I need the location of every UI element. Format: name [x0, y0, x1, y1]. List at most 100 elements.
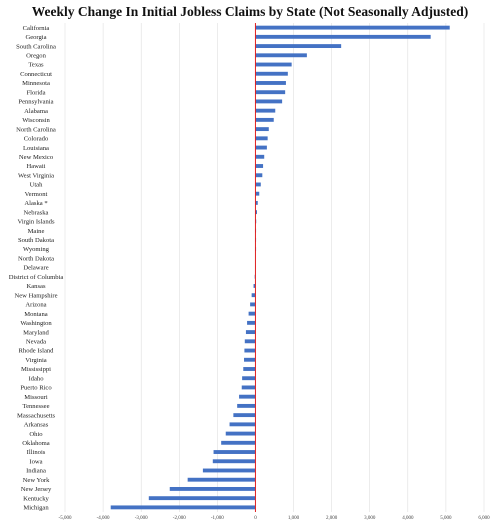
category-label: Massachusetts: [17, 412, 56, 419]
bar: [255, 145, 267, 150]
x-tick-label: -2,000: [173, 516, 186, 521]
bar: [242, 376, 256, 381]
x-tick-label: 5,000: [440, 516, 452, 521]
category-label: North Carolina: [16, 126, 56, 133]
category-labels: California Georgia South Carolina Oregon Tex…: [9, 25, 64, 512]
category-label: Hawaii: [26, 163, 45, 170]
category-label: Wisconsin: [22, 117, 50, 124]
bar: [255, 81, 286, 85]
bar: [244, 348, 256, 353]
bar: [255, 108, 276, 113]
category-label: Oklahoma: [22, 440, 50, 447]
bar: [255, 53, 307, 58]
category-label: District of Columbia: [9, 274, 64, 281]
category-label: Missouri: [24, 394, 48, 401]
bar: [213, 450, 256, 454]
bar: [237, 403, 256, 408]
category-label: Virgin Islands: [17, 219, 54, 226]
category-label: Tennessee: [23, 403, 50, 410]
category-label: Louisiana: [23, 145, 49, 152]
bar: [255, 99, 283, 104]
category-label: Arizona: [25, 302, 46, 309]
bar: [255, 136, 268, 141]
category-label: Connecticut: [20, 71, 52, 78]
grid: [64, 23, 485, 512]
bar: [255, 71, 288, 76]
bar: [169, 486, 256, 491]
category-label: New Jersey: [21, 486, 52, 493]
bar: [255, 173, 263, 178]
bar: [187, 477, 256, 482]
category-label: Alabama: [24, 108, 48, 115]
category-label: Delaware: [23, 265, 48, 272]
bar: [255, 191, 260, 196]
category-label: Alaska *: [24, 200, 47, 207]
category-label: North Dakota: [18, 255, 54, 262]
category-label: Colorado: [24, 136, 49, 143]
category-label: Montana: [24, 311, 48, 318]
category-label: Nevada: [26, 339, 46, 346]
bar: [255, 164, 264, 168]
bar: [243, 367, 256, 371]
category-label: Mississippi: [21, 366, 51, 373]
bar: [221, 440, 256, 445]
category-label: Georgia: [25, 34, 46, 41]
category-label: Minnesota: [22, 80, 50, 87]
bar: [255, 117, 274, 122]
category-label: Oregon: [26, 52, 46, 59]
bar: [247, 320, 256, 325]
category-label: Ohio: [29, 431, 43, 438]
x-tick-label: 6,000: [478, 516, 490, 521]
category-label: Idaho: [28, 375, 44, 382]
category-label: Nebraska: [24, 209, 49, 216]
category-label: South Carolina: [16, 43, 56, 50]
category-label: Iowa: [29, 458, 42, 465]
chart-title: Weekly Change In Initial Jobless Claims …: [32, 4, 469, 19]
bar: [255, 127, 269, 132]
bar: [148, 496, 256, 501]
bars: [110, 25, 450, 510]
x-tick-label: 4,000: [402, 516, 414, 521]
category-label: Vermont: [25, 191, 48, 198]
category-label: Virginia: [25, 357, 47, 364]
x-tick-label: -1,000: [211, 516, 224, 521]
category-label: Florida: [26, 89, 45, 96]
bar: [255, 62, 292, 67]
x-tick-label: 3,000: [364, 516, 376, 521]
bar: [255, 200, 258, 205]
category-label: Indiana: [26, 468, 46, 475]
bar: [255, 90, 286, 95]
bar: [244, 339, 256, 344]
x-tick-label: -5,000: [59, 516, 72, 521]
category-label: Rhode Island: [19, 348, 55, 355]
category-label: West Virginia: [18, 172, 54, 179]
x-tick-label: 2,000: [326, 516, 338, 521]
category-label: Puerto Rico: [20, 385, 52, 392]
category-label: Arkansas: [24, 422, 49, 429]
bar: [253, 284, 256, 288]
category-label: Texas: [28, 62, 44, 69]
bar: [255, 182, 261, 187]
bar: [233, 413, 256, 418]
x-axis-ticks: -5,000 -4,000 -3,000 -2,000 -1,000 0 1,000 2,00…: [59, 516, 491, 521]
bar: [251, 293, 256, 298]
category-label: Maine: [28, 228, 45, 235]
bar: [229, 422, 256, 427]
bar: [255, 44, 342, 49]
category-label: Pennsylvania: [18, 99, 53, 106]
bar: [255, 34, 431, 39]
x-tick-label: 0: [254, 516, 257, 521]
category-label: Utah: [30, 182, 44, 189]
x-tick-label: -4,000: [97, 516, 110, 521]
category-label: South Dakota: [18, 237, 54, 244]
category-label: Maryland: [23, 329, 49, 336]
x-tick-label: 1,000: [288, 516, 300, 521]
category-label: California: [23, 25, 50, 32]
bar: [212, 459, 256, 464]
bar: [255, 154, 265, 159]
category-label: Michigan: [23, 505, 49, 512]
bar: [241, 385, 256, 390]
bar: [202, 468, 256, 473]
category-label: Wyoming: [23, 246, 50, 253]
